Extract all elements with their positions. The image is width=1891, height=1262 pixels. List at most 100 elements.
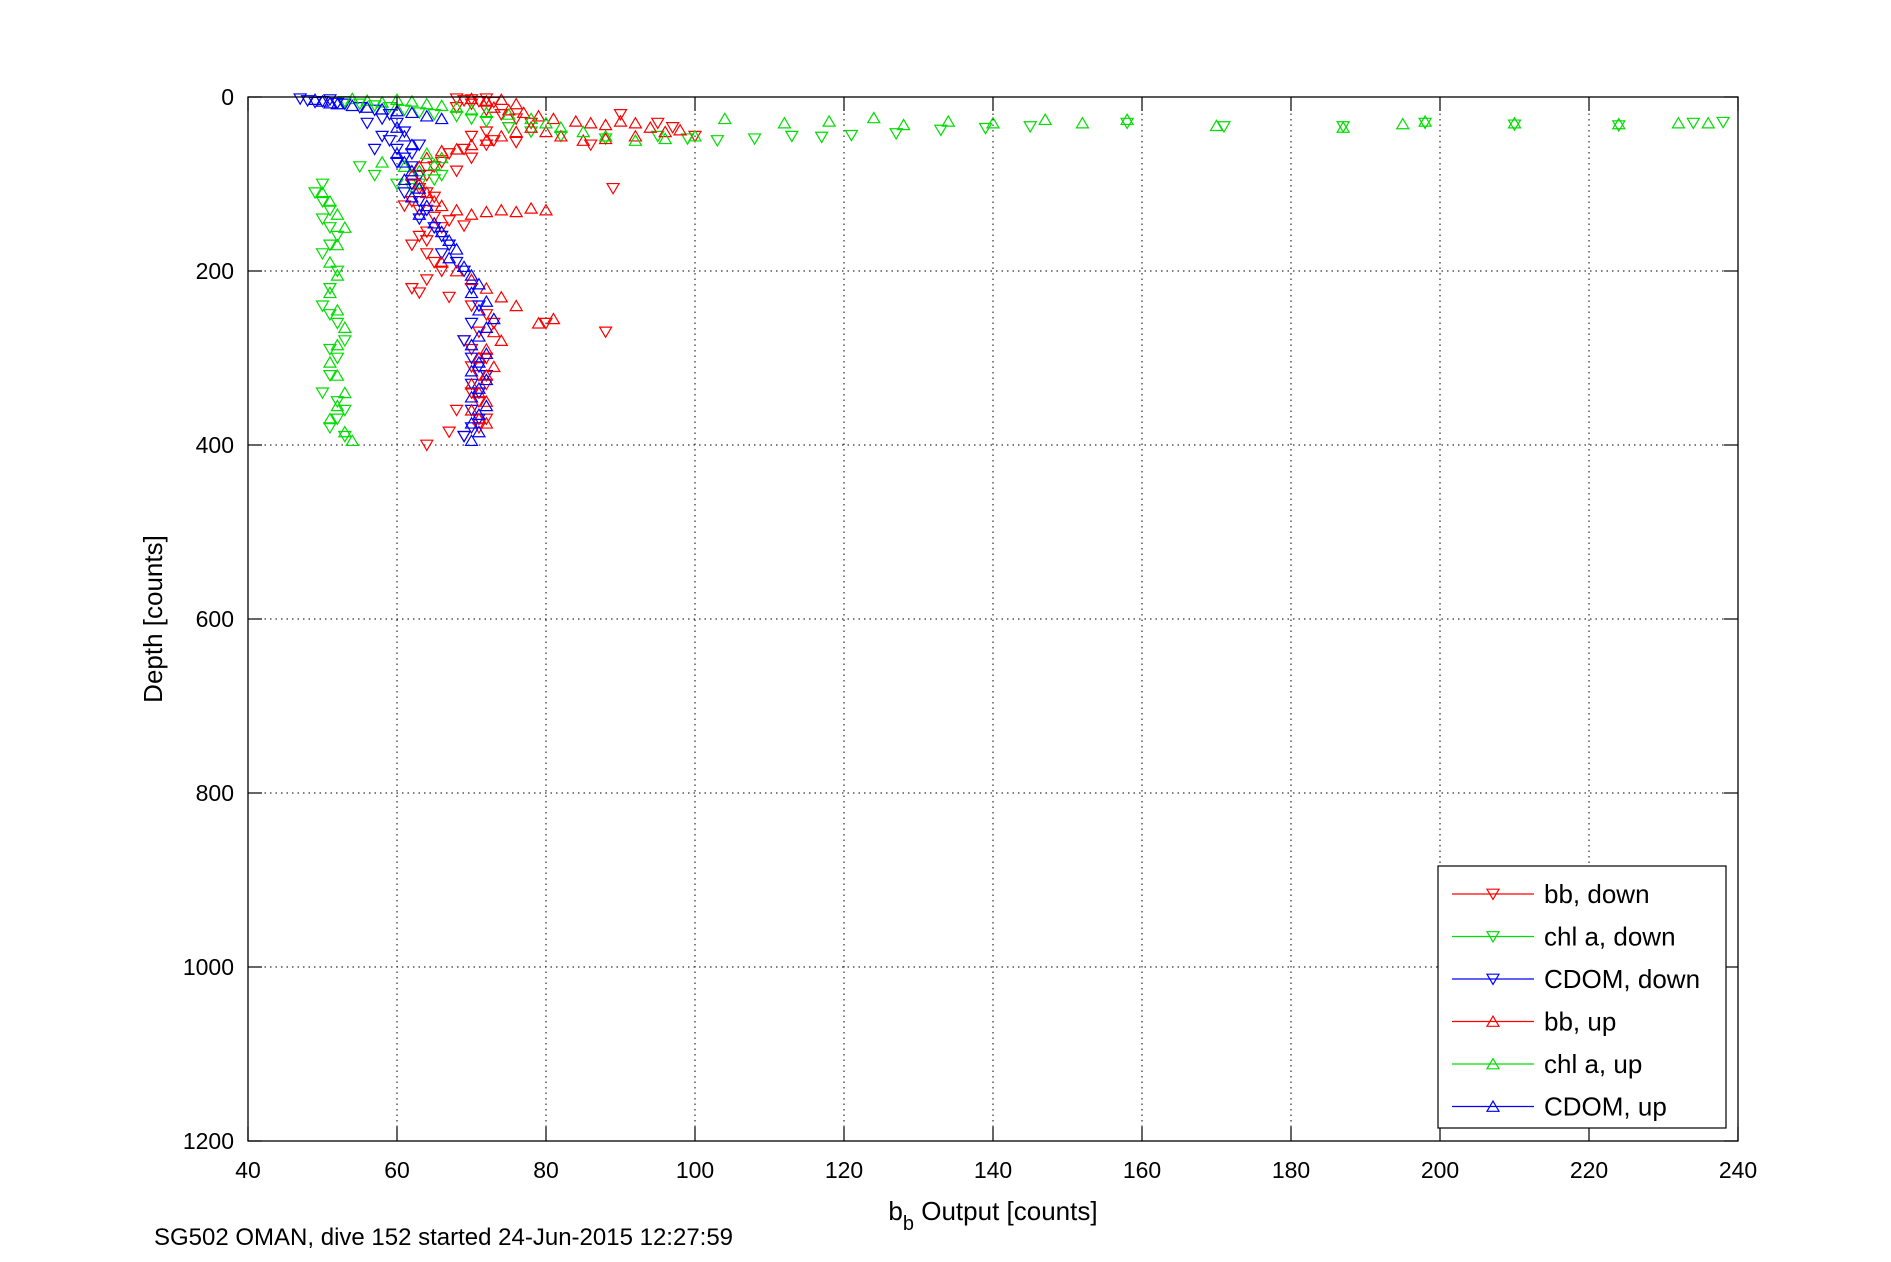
- data-point: [322, 370, 337, 382]
- data-point: [337, 98, 352, 111]
- data-point: [382, 102, 397, 115]
- y-tick-label: 400: [196, 432, 234, 458]
- data-point: [546, 312, 561, 325]
- data-point: [844, 129, 859, 142]
- data-point: [628, 133, 643, 146]
- data-point: [479, 205, 494, 218]
- data-point: [322, 355, 337, 368]
- data-point: [330, 230, 345, 243]
- data-point: [367, 143, 382, 156]
- legend-marker: [1485, 1099, 1501, 1112]
- data-point: [784, 130, 799, 143]
- data-point: [337, 220, 352, 233]
- data-point: [471, 381, 486, 394]
- data-point: [419, 274, 434, 287]
- data-point: [427, 158, 442, 171]
- legend-entry: CDOM, up: [1452, 1092, 1667, 1122]
- x-tick-label: 60: [384, 1157, 410, 1183]
- data-point: [397, 155, 412, 168]
- data-point: [419, 146, 434, 159]
- data-point: [345, 434, 360, 447]
- data-point: [1611, 120, 1626, 133]
- data-point: [606, 182, 621, 195]
- data-point: [613, 114, 628, 127]
- data-point: [404, 168, 419, 181]
- data-point: [546, 112, 561, 125]
- data-point: [330, 368, 345, 381]
- data-point: [322, 286, 337, 299]
- data-point: [308, 93, 323, 106]
- data-point: [576, 133, 591, 146]
- series-1: [308, 95, 1731, 443]
- data-point: [330, 207, 345, 220]
- data-point: [449, 100, 464, 113]
- data-point: [479, 320, 494, 333]
- data-point: [442, 233, 457, 246]
- data-point: [464, 317, 479, 330]
- data-point: [337, 425, 352, 438]
- data-point: [516, 106, 531, 119]
- data-point: [553, 130, 568, 143]
- data-point: [486, 360, 501, 373]
- data-point: [576, 125, 591, 138]
- x-axis-label-rest: Output [counts]: [914, 1196, 1098, 1226]
- data-point: [568, 114, 583, 127]
- data-point: [494, 129, 509, 142]
- data-point: [494, 290, 509, 303]
- data-point: [479, 373, 494, 386]
- data-point: [434, 199, 449, 212]
- data-point: [538, 203, 554, 216]
- data-point: [509, 205, 524, 218]
- legend-marker: [1485, 888, 1501, 901]
- data-point: [397, 129, 412, 142]
- data-point: [1418, 114, 1433, 127]
- data-point: [538, 116, 554, 129]
- data-point: [710, 135, 725, 148]
- data-point: [404, 190, 419, 203]
- data-point: [1686, 117, 1701, 130]
- data-point: [382, 135, 397, 148]
- data-point: [427, 194, 442, 207]
- data-point: [1716, 116, 1731, 129]
- data-point: [434, 144, 449, 157]
- data-point: [479, 347, 494, 360]
- data-point: [486, 312, 501, 325]
- data-point: [1120, 113, 1135, 126]
- data-point: [375, 113, 390, 126]
- data-point: [1075, 116, 1090, 129]
- legend-marker: [1485, 973, 1501, 986]
- data-point: [427, 256, 442, 269]
- data-point: [412, 230, 427, 243]
- series-5: [308, 93, 501, 447]
- data-point: [933, 124, 948, 137]
- data-point: [330, 413, 345, 426]
- data-point: [419, 248, 434, 261]
- data-point: [464, 416, 479, 429]
- data-point: [464, 338, 479, 351]
- data-point: [330, 97, 345, 110]
- data-point: [315, 94, 330, 107]
- data-point: [471, 412, 486, 425]
- data-point: [531, 109, 546, 122]
- data-point: [397, 104, 412, 117]
- data-point: [479, 294, 494, 307]
- data-point: [531, 316, 546, 329]
- data-point: [419, 151, 434, 164]
- data-point: [628, 116, 643, 129]
- data-point: [442, 251, 457, 264]
- legend-label: bb, up: [1544, 1007, 1616, 1037]
- data-point: [464, 130, 479, 143]
- data-point: [464, 268, 479, 281]
- data-point: [412, 207, 427, 220]
- data-point: [941, 114, 956, 127]
- data-point: [509, 299, 524, 312]
- data-point: [434, 248, 449, 261]
- data-point: [419, 439, 434, 452]
- data-point: [434, 112, 449, 125]
- legend-marker: [1485, 1057, 1501, 1070]
- data-point: [315, 178, 330, 191]
- data-point: [1611, 117, 1626, 130]
- data-point: [412, 139, 427, 152]
- series-4: [315, 92, 1716, 447]
- data-point: [471, 277, 486, 290]
